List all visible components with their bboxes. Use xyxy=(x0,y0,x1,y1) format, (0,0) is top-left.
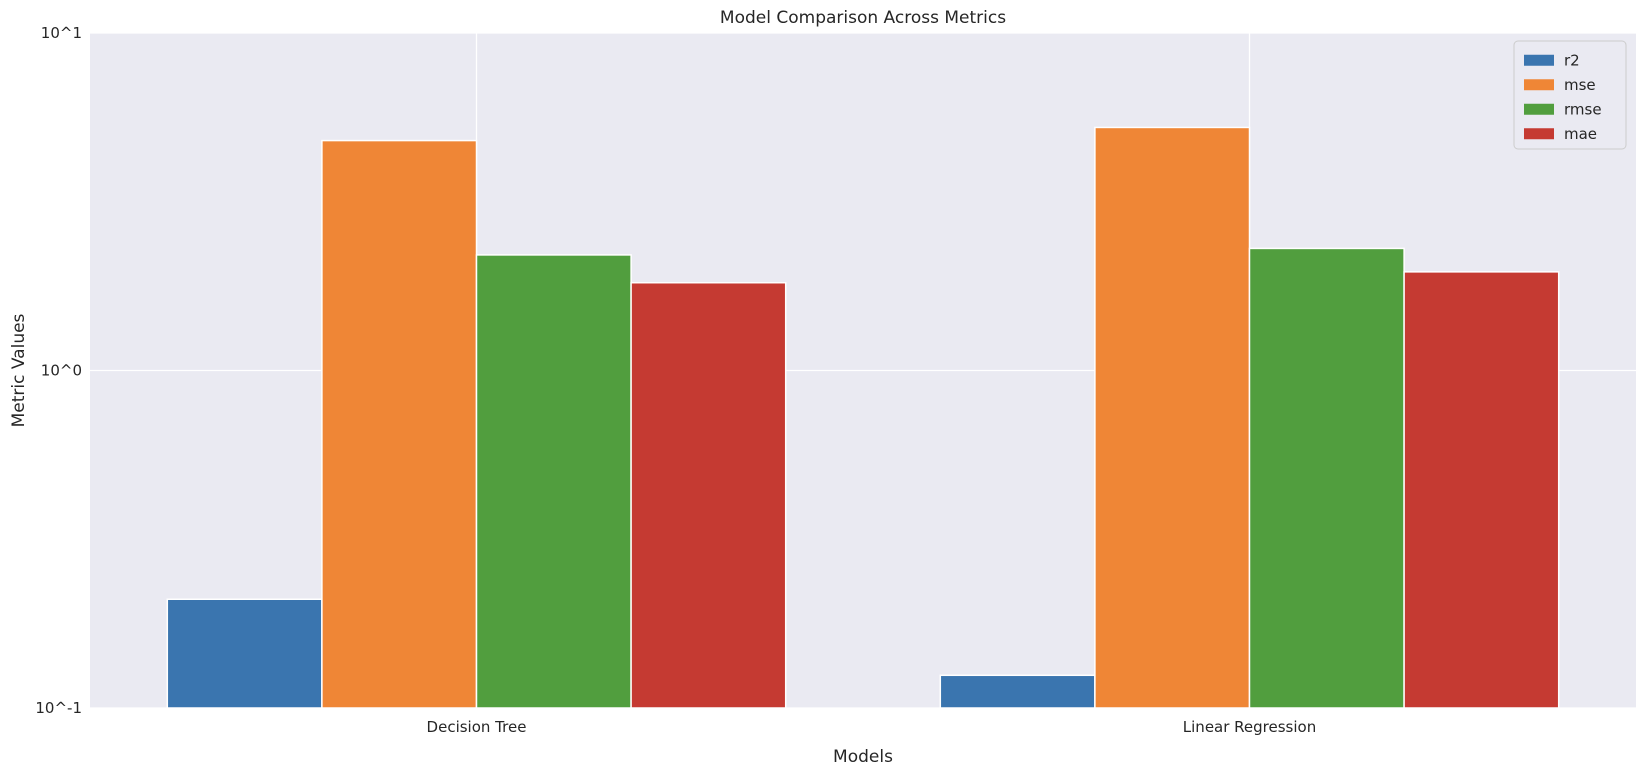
x-axis-label: Models xyxy=(833,747,893,767)
bar-rmse xyxy=(1248,247,1405,709)
legend: r2 mse rmse mae xyxy=(1513,40,1627,150)
y-tick-label: 10^-1 xyxy=(35,699,82,717)
y-axis-label: Metric Values xyxy=(9,313,29,427)
bars xyxy=(166,126,1560,709)
bar-r2 xyxy=(166,598,323,709)
y-axis-ticks: 10^1 10^0 10^-1 xyxy=(35,24,82,717)
bar-r2 xyxy=(939,674,1096,709)
bar-mae xyxy=(1403,271,1560,709)
x-tick-label: Linear Regression xyxy=(1183,718,1316,736)
y-tick-label: 10^1 xyxy=(41,24,82,42)
legend-swatch-mse xyxy=(1524,79,1554,91)
bar-rmse xyxy=(475,254,632,709)
x-tick-label: Decision Tree xyxy=(427,718,527,736)
chart-title: Model Comparison Across Metrics xyxy=(720,8,1006,28)
legend-swatch-mae xyxy=(1524,128,1554,140)
y-tick-label: 10^0 xyxy=(41,362,82,380)
legend-box xyxy=(1513,40,1627,150)
legend-label-mse: mse xyxy=(1564,76,1596,94)
bar-mae xyxy=(630,281,787,709)
legend-swatch-rmse xyxy=(1524,103,1554,115)
bar-mse xyxy=(1094,126,1251,709)
legend-label-r2: r2 xyxy=(1564,51,1580,69)
legend-label-rmse: rmse xyxy=(1564,100,1602,118)
x-axis-ticks: Decision Tree Linear Regression xyxy=(427,718,1317,736)
bar-mse xyxy=(321,139,478,709)
legend-label-mae: mae xyxy=(1564,125,1597,143)
legend-swatch-r2 xyxy=(1524,54,1554,66)
